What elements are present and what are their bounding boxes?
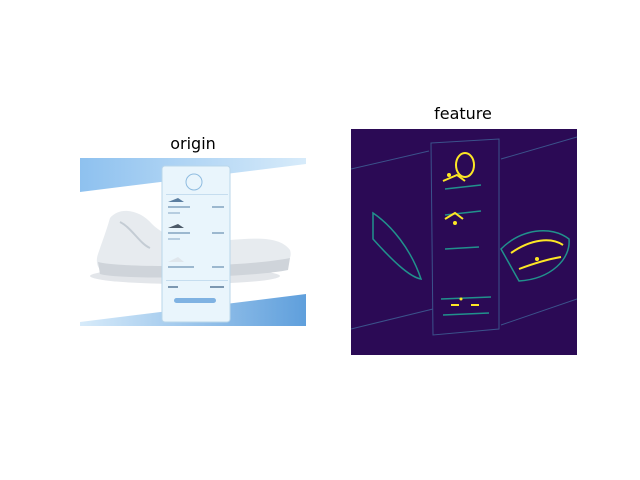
- feature-panel-title: feature: [434, 104, 492, 123]
- origin-image: [80, 158, 306, 326]
- feature-heatmap: [351, 129, 577, 355]
- app-screen-mockup: [161, 165, 231, 323]
- origin-panel-title: origin: [170, 134, 216, 153]
